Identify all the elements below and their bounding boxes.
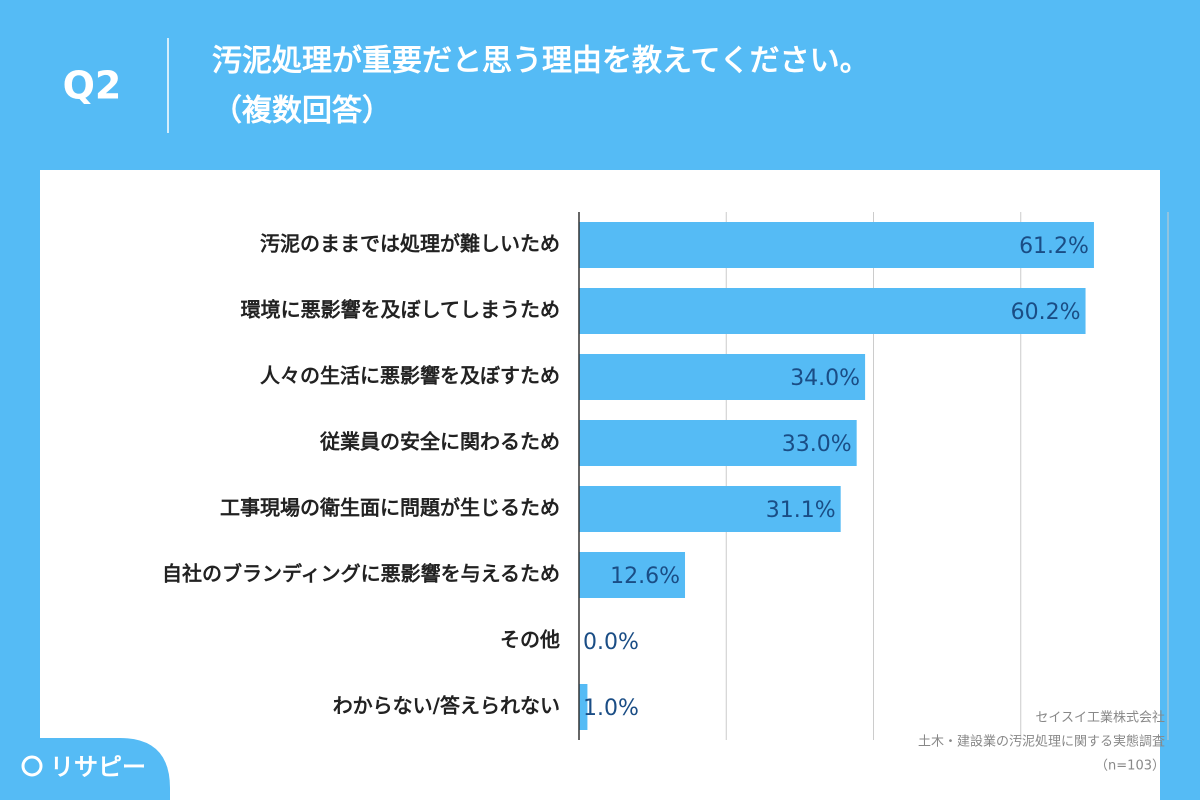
bar	[579, 222, 1094, 268]
bar	[579, 354, 866, 400]
bar	[579, 684, 588, 730]
panel	[40, 170, 1160, 800]
bar	[579, 552, 686, 598]
category-label: わからない/答えられない	[333, 694, 560, 718]
category-label: 汚泥のままでは処理が難しいため	[260, 232, 560, 256]
value-label: 34.0%	[790, 366, 860, 391]
value-label: 1.0%	[583, 696, 639, 721]
brand: リサピー	[50, 753, 146, 781]
category-label: 環境に悪影響を及ぼしてしまうため	[241, 298, 560, 322]
brand-icon	[21, 755, 43, 777]
bar	[579, 288, 1086, 334]
question-number: Q2	[63, 64, 122, 108]
source-note: 土木・建設業の汚泥処理に関する実態調査	[918, 734, 1165, 750]
category-label: 自社のブランディングに悪影響を与えるため	[162, 562, 560, 586]
bar	[579, 420, 857, 466]
brand-badge	[0, 738, 170, 800]
source-note: セイスイ工業株式会社	[1035, 710, 1165, 726]
chart-title: 汚泥処理が重要だと思う理由を教えてください。	[212, 44, 870, 79]
value-label: 12.6%	[610, 564, 680, 589]
category-label: 工事現場の衛生面に問題が生じるため	[220, 496, 560, 520]
bar	[579, 486, 841, 532]
category-label: その他	[500, 628, 560, 652]
value-label: 0.0%	[583, 630, 639, 655]
category-label: 人々の生活に悪影響を及ぼすため	[260, 364, 560, 388]
source-note: （n=103）	[1095, 759, 1165, 774]
category-label: 従業員の安全に関わるため	[319, 430, 560, 454]
value-label: 33.0%	[782, 432, 852, 457]
chart-subtitle: （複数回答）	[212, 94, 392, 129]
value-label: 61.2%	[1019, 234, 1089, 259]
value-label: 60.2%	[1011, 300, 1081, 325]
value-label: 31.1%	[766, 498, 836, 523]
